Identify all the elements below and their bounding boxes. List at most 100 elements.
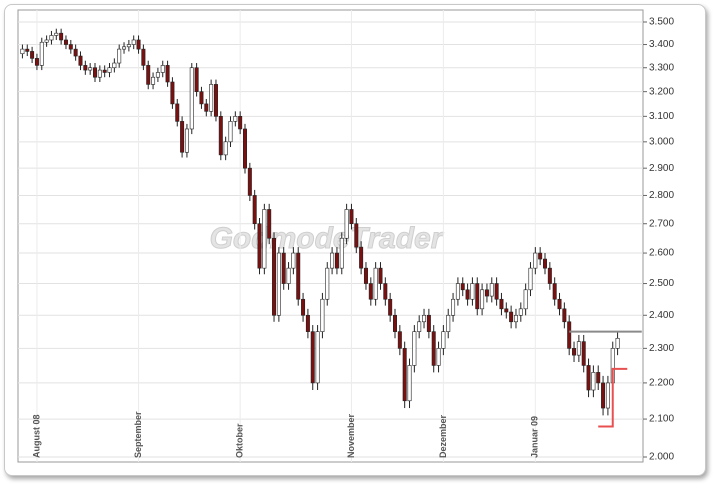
candle-body [499, 298, 504, 310]
candle-body [141, 48, 146, 66]
y-tick-label: 3.500 [649, 17, 674, 28]
candle-body [194, 67, 199, 92]
candle-body [146, 65, 151, 85]
candle-body [252, 195, 257, 225]
y-tick-label: 2.200 [649, 378, 674, 389]
candle-body [44, 39, 49, 43]
y-tick-label: 3.300 [649, 62, 674, 73]
candle-body [160, 65, 165, 73]
x-tick-label: September [133, 411, 143, 458]
candle-body [441, 331, 446, 349]
candle-body [30, 51, 35, 59]
candle-body [349, 209, 354, 225]
y-tick-label: 3.100 [649, 111, 674, 122]
candle-body [117, 48, 122, 64]
candle-body [383, 283, 388, 300]
y-tick-label: 2.700 [649, 218, 674, 229]
candle-body [480, 289, 485, 310]
candle-body [131, 39, 136, 45]
candle-body [243, 128, 247, 169]
candle-body [567, 321, 572, 349]
candle-body [426, 314, 431, 332]
candle-body [136, 39, 141, 50]
candle-body [83, 65, 88, 71]
candle-body [189, 67, 194, 130]
candle-body [78, 55, 83, 66]
candle-body [533, 252, 538, 269]
candle-body [238, 116, 243, 130]
y-tick-label: 3.200 [649, 86, 674, 97]
y-tick-label: 2.500 [649, 278, 674, 289]
candle-body [276, 252, 281, 316]
candle-body [489, 283, 494, 297]
x-tick-label: Dezember [438, 414, 448, 458]
candle-body [494, 283, 499, 300]
candle-body [34, 58, 39, 66]
candle-body [68, 44, 73, 50]
candle-body [296, 252, 301, 300]
candle-body [180, 121, 185, 153]
candle-body [213, 84, 218, 117]
candle-body [388, 298, 393, 316]
candle-body [354, 223, 359, 248]
candle-body [330, 252, 335, 269]
candle-body [325, 267, 330, 300]
candle-body [199, 91, 204, 105]
candle-body [538, 252, 543, 260]
candle-body [465, 289, 470, 300]
candle-body [523, 289, 528, 310]
candle-body [504, 308, 509, 313]
candle-body [170, 81, 175, 105]
candle-body [209, 84, 214, 112]
stop-line [598, 367, 628, 428]
candle-body [73, 48, 78, 57]
candle-body [126, 44, 131, 48]
candle-body [257, 223, 262, 269]
candle-body [165, 65, 170, 83]
candle-body [460, 283, 465, 291]
candle-body [393, 314, 397, 332]
candle-body [281, 252, 286, 284]
candle-body [422, 314, 427, 323]
candle-body [451, 298, 456, 316]
candle-body [407, 365, 412, 402]
candle-body [247, 167, 252, 196]
candle-body [576, 341, 581, 356]
candle-body [291, 252, 296, 269]
candle-body [102, 69, 107, 73]
candle-body [475, 283, 480, 310]
x-tick-label: Januar 09 [530, 416, 540, 458]
candle-body [218, 116, 223, 156]
candle-body [484, 289, 489, 297]
candle-body [615, 337, 620, 349]
candle-body [151, 76, 156, 85]
candle-body [359, 246, 364, 269]
candle-body [310, 331, 315, 384]
candle-body [363, 267, 368, 284]
candle-body [417, 321, 422, 332]
candle-body [262, 209, 267, 269]
candle-body [402, 348, 407, 402]
candle-body [93, 67, 97, 78]
y-tick-label: 2.400 [649, 310, 674, 321]
candle-body [596, 372, 601, 384]
candle-body [562, 308, 567, 323]
candle-body [107, 67, 112, 73]
candle-body [601, 382, 606, 409]
candle-body [572, 348, 577, 356]
candle-body [228, 121, 233, 143]
candle-body [20, 48, 25, 55]
candle-body [547, 267, 552, 284]
y-tick-label: 3.400 [649, 39, 674, 50]
candle-body [88, 67, 93, 71]
candle-body [446, 314, 451, 332]
candle-body [378, 267, 383, 284]
candle-body [59, 32, 64, 41]
candle-body [509, 311, 514, 323]
y-tick-label: 2.900 [649, 163, 674, 174]
candle-body [528, 267, 533, 291]
candle-body [175, 103, 180, 122]
candle-body [267, 209, 272, 239]
x-tick-label: August 08 [31, 414, 41, 458]
